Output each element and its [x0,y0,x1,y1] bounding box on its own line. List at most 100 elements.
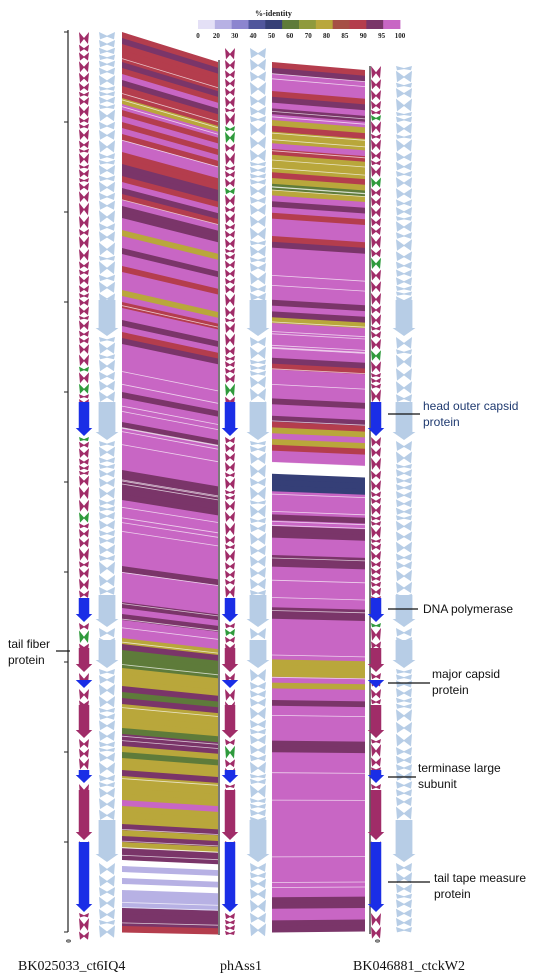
gene-arrow [250,346,266,359]
genome-name-3: BK046881_ctckW2 [353,959,465,974]
band-separator [121,427,219,447]
gene-arrow [250,803,266,809]
gene-arrow [225,361,235,368]
gene-arrow-large [95,595,119,627]
genome-name-1: BK025033_ct6IQ4 [18,959,125,974]
gene-arrow [225,443,235,453]
gene-arrow [250,445,266,453]
band-separator [121,480,219,498]
gene-arrow [396,381,412,394]
gene-arrow-large [95,820,119,862]
gene-arrow [99,512,115,520]
gene-arrow [225,87,235,96]
gene-arrow-large [367,790,385,840]
similarity-band [272,792,365,800]
similarity-band [122,590,218,609]
gene-arrow [250,376,266,388]
similarity-band [272,224,365,237]
similarity-band [122,884,218,894]
gene-arrow-large [75,770,93,783]
genome-2-gene-strand-a [221,48,239,935]
gene-arrow-large [392,402,416,440]
gene-arrow [250,505,266,518]
gene-arrow [396,531,412,542]
band-separator [121,531,219,547]
gene-arrow [371,673,381,680]
gene-arrow [371,100,381,110]
gene-arrow [99,669,115,675]
gene-arrow [396,789,412,797]
similarity-band [122,776,218,790]
gene-arrow [79,97,89,106]
similarity-band [122,236,218,266]
gene-arrow-large [392,820,416,862]
legend-swatch [366,20,384,29]
gene-arrow [250,71,266,82]
gene-arrow [396,285,412,291]
gene-arrow [250,196,266,204]
gene-arrow [371,447,381,457]
gene-arrow [396,553,412,561]
gene-arrow [396,688,412,698]
band-separator [271,186,366,194]
gene-arrow [79,470,89,475]
gene-arrow [250,285,266,293]
gene-arrow [396,277,412,286]
gene-arrow [396,88,412,98]
band-separator [121,902,219,906]
gene-arrow [371,581,381,587]
gene-arrow [250,523,266,533]
band-separator [271,132,366,141]
similarity-band [272,410,365,421]
gene-arrow [371,538,381,543]
gene-arrow [250,58,266,71]
similarity-band [272,485,365,496]
similarity-band [122,770,218,784]
similarity-band [122,494,218,516]
gene-arrow [225,253,235,260]
gene-arrow [250,215,266,227]
similarity-band [122,764,218,778]
band-separator [121,305,219,328]
gene-arrow [250,878,266,889]
similarity-band [122,56,218,92]
gene-arrow [371,641,381,649]
similarity-band [272,856,365,863]
similarity-band [272,218,365,232]
similarity-band [122,872,218,883]
similarity-band [272,323,365,335]
gene-arrow [396,569,412,582]
gene-arrow [371,206,381,218]
band-separator [121,479,219,497]
gene-arrow [225,549,235,562]
gene-arrow [79,61,89,73]
gene-arrow-large [75,705,93,738]
similarity-band [272,821,365,829]
gene-arrow [99,181,115,193]
gene-arrow [250,337,266,347]
gene-arrow [371,575,381,581]
gene-arrow [99,200,115,210]
gene-arrow [225,223,235,230]
gene-arrow [79,44,89,52]
genome-3-axis-zero: 0 [374,939,382,943]
gene-arrow [99,75,115,86]
gene-arrow [99,60,115,67]
label-tail-tape: tail tape measure [434,871,526,885]
gene-arrow [225,919,235,925]
gene-arrow [99,109,115,122]
band-separator [121,907,219,911]
similarity-band [122,746,218,761]
similarity-band [122,728,218,743]
gene-arrow [99,175,115,182]
gene-arrow [79,366,89,372]
gene-arrow [371,587,381,596]
gene-arrow [99,707,115,713]
gene-arrow-large [392,595,416,627]
gene-arrow [79,306,89,316]
gene-arrow [225,511,235,522]
gene-arrow [225,206,235,213]
similarity-band [272,746,365,754]
gene-arrow [396,112,412,116]
similarity-band [122,260,218,290]
